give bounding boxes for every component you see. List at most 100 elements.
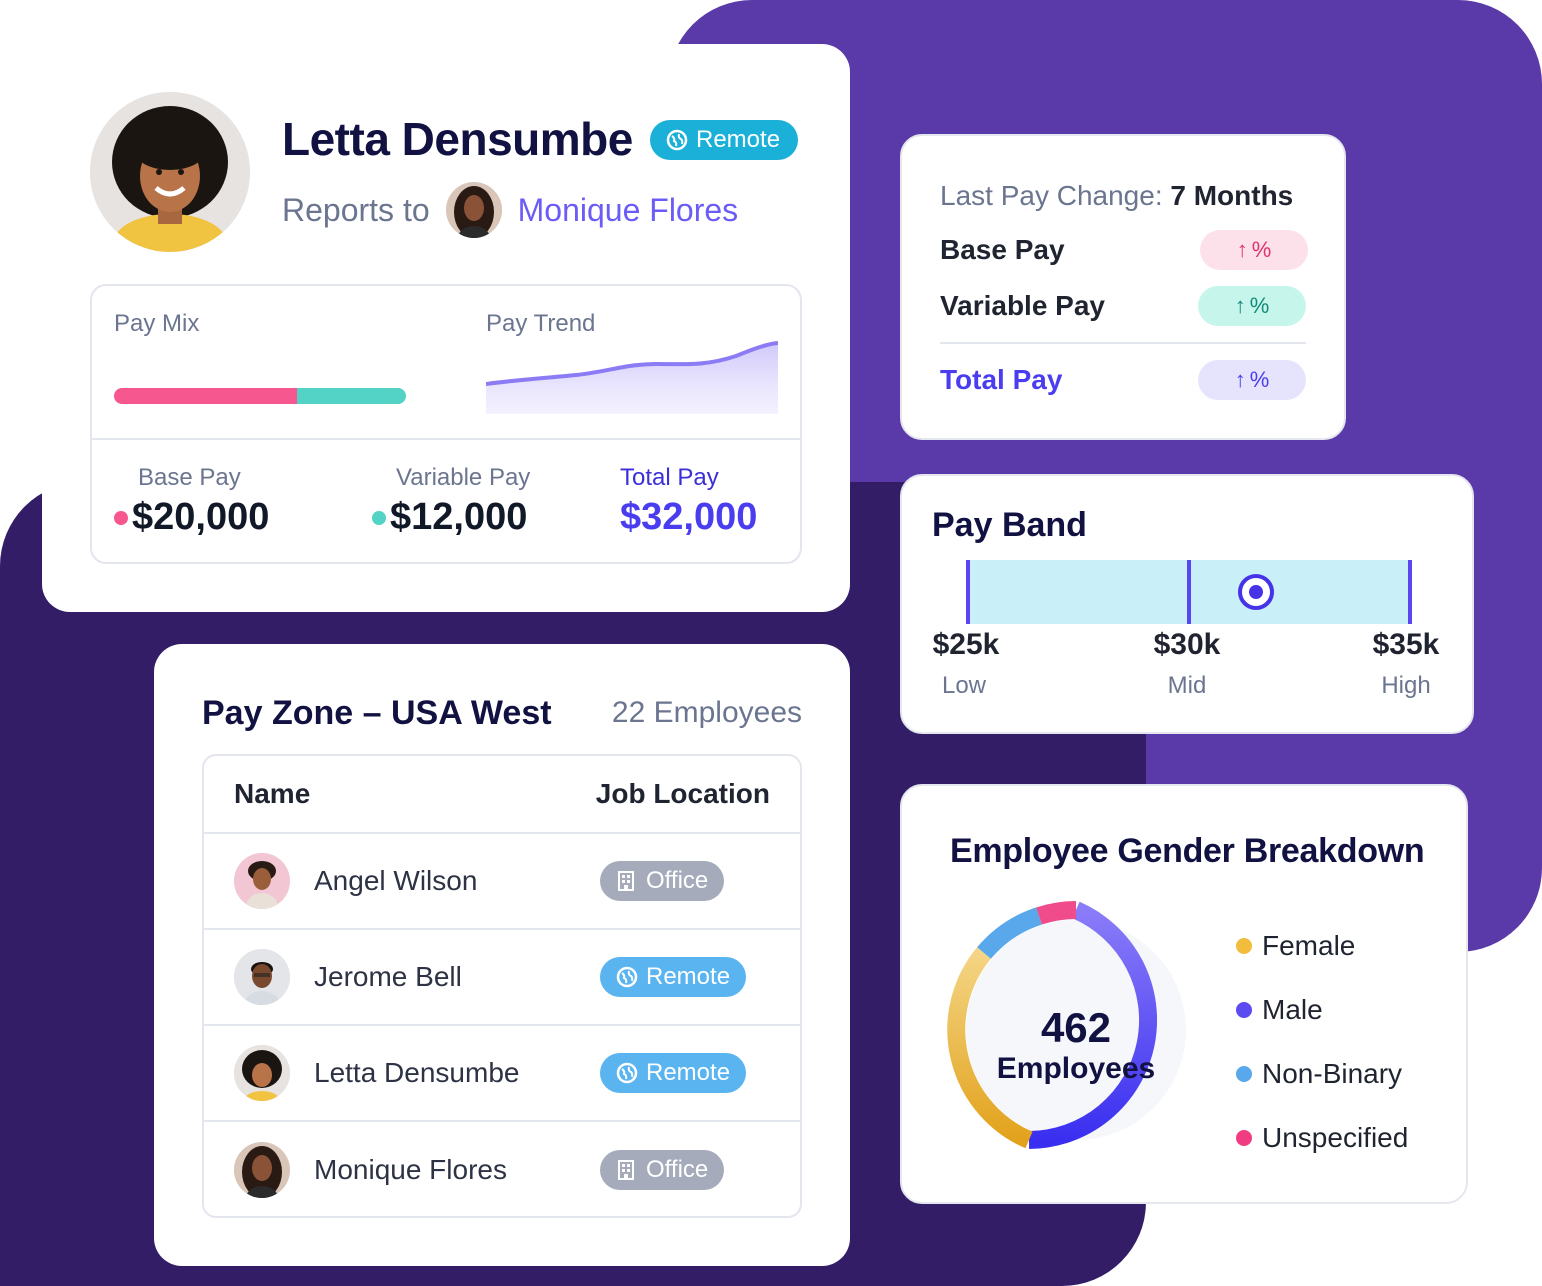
remote-status-badge: Remote xyxy=(650,120,799,160)
legend-dot-non-binary xyxy=(1236,1066,1252,1082)
donut-segment-male xyxy=(1028,901,1158,1149)
arrow-up-icon: ↑ xyxy=(1234,367,1246,392)
building-icon xyxy=(616,870,638,892)
legend-item-non-binary: Non-Binary xyxy=(1236,1042,1408,1106)
total-pay-change-chip: ↑% xyxy=(1198,360,1306,400)
base-pay-label: Base Pay xyxy=(138,464,241,491)
last-pay-change-header: Last Pay Change: 7 Months xyxy=(940,180,1293,212)
pay-mix-variable-segment xyxy=(296,388,406,404)
base-pay-chip-value: % xyxy=(1251,237,1272,262)
avatar xyxy=(234,853,290,909)
pay-band-bar xyxy=(966,560,1412,624)
pay-mix-label: Pay Mix xyxy=(114,310,200,337)
gender-breakdown-title: Employee Gender Breakdown xyxy=(950,832,1425,870)
avatar[interactable] xyxy=(90,92,250,252)
employee-name: Letta Densumbe xyxy=(282,113,633,165)
pay-divider xyxy=(92,438,800,440)
avatar xyxy=(234,1142,290,1198)
table-row[interactable]: Angel Wilson Office xyxy=(204,834,800,930)
employee-name: Jerome Bell xyxy=(314,961,462,992)
pay-zone-card: Pay Zone – USA West 22 Employees Name Jo… xyxy=(154,644,850,1266)
last-pay-change-value: 7 Months xyxy=(1170,180,1294,211)
employee-total: 462 xyxy=(1040,1004,1112,1051)
location-badge-office: Office xyxy=(600,861,725,901)
pay-zone-title: Pay Zone – USA West xyxy=(202,694,552,732)
base-pay-stat: Base Pay $20,000 xyxy=(114,464,269,539)
pay-band-mid-tick xyxy=(1187,560,1191,624)
location-badge-remote: Remote xyxy=(600,1053,747,1093)
table-header: Name Job Location xyxy=(204,756,800,834)
table-row[interactable]: Letta Densumbe Remote xyxy=(204,1026,800,1122)
avatar xyxy=(234,949,290,1005)
base-pay-row-label: Base Pay xyxy=(940,234,1065,265)
reports-to: Reports to Monique Flores xyxy=(282,182,738,238)
pay-zone-employee-count: 22 Employees xyxy=(611,696,802,729)
base-pay-change-chip: ↑% xyxy=(1200,230,1308,270)
pay-band-position-marker xyxy=(1238,574,1274,610)
last-pay-change-label: Last Pay Change: xyxy=(940,180,1163,211)
employee-profile-card: Letta Densumbe Remote Reports to Monique… xyxy=(42,44,850,612)
employee-total-label: Employees xyxy=(996,1052,1156,1085)
reports-to-label: Reports to xyxy=(282,191,430,228)
legend-dot-unspecified xyxy=(1236,1130,1252,1146)
variable-pay-stat: Variable Pay $12,000 xyxy=(372,464,530,539)
legend-label-female: Female xyxy=(1262,930,1356,961)
pay-trend-label: Pay Trend xyxy=(486,310,596,337)
pay-summary-box: Pay Mix Pay Trend Base Pay $20,000 Varia… xyxy=(90,284,802,564)
last-pay-divider xyxy=(940,342,1306,344)
column-header-job-location[interactable]: Job Location xyxy=(595,778,770,809)
total-pay-value: $32,000 xyxy=(620,496,758,538)
pay-band-low-tick xyxy=(966,560,970,624)
donut-center-label: 462 Employees xyxy=(966,918,1186,1138)
pay-band-card: Pay Band $25k Low $30k Mid $35k High xyxy=(900,474,1474,734)
location-badge-remote: Remote xyxy=(600,957,747,997)
arrow-up-icon: ↑ xyxy=(1234,293,1246,318)
table-row[interactable]: Jerome Bell Remote xyxy=(204,930,800,1026)
total-pay-row-label: Total Pay xyxy=(940,364,1063,395)
base-pay-dot xyxy=(114,510,128,525)
variable-pay-dot xyxy=(372,510,386,525)
pay-band-mid-value: $30k xyxy=(1153,628,1221,661)
legend-dot-male xyxy=(1236,1002,1252,1018)
gender-legend: Female Male Non-Binary Unspecified xyxy=(1236,914,1408,1170)
globe-icon xyxy=(616,966,638,988)
pay-band-low-value: $25k xyxy=(932,628,1000,661)
location-label: Office xyxy=(646,867,709,894)
pay-band-low-label: Low xyxy=(941,672,987,699)
legend-label-unspecified: Unspecified xyxy=(1262,1122,1409,1153)
legend-label-non-binary: Non-Binary xyxy=(1262,1058,1403,1089)
arrow-up-icon: ↑ xyxy=(1236,237,1248,262)
variable-pay-row-label: Variable Pay xyxy=(940,290,1106,321)
location-label: Office xyxy=(646,1156,709,1183)
employee-name: Monique Flores xyxy=(314,1154,507,1185)
location-badge-office: Office xyxy=(600,1150,725,1190)
building-icon xyxy=(616,1159,638,1181)
location-label: Remote xyxy=(646,1059,731,1086)
last-pay-change-card: Last Pay Change: 7 Months Base Pay ↑% Va… xyxy=(900,134,1346,440)
avatar xyxy=(234,1045,290,1101)
manager-link[interactable]: Monique Flores xyxy=(517,191,739,228)
pay-trend-sparkline xyxy=(486,341,778,414)
variable-pay-chip-value: % xyxy=(1249,293,1270,318)
donut-segment-unspecified xyxy=(1036,901,1077,925)
column-header-name[interactable]: Name xyxy=(234,778,311,809)
pay-band-mid-label: Mid xyxy=(1167,672,1207,699)
gender-donut-chart xyxy=(947,901,1186,1149)
total-pay-stat: Total Pay $32,000 xyxy=(620,464,757,539)
pay-band-high-value: $35k xyxy=(1372,628,1440,661)
donut-segment-female xyxy=(947,947,1033,1149)
total-pay-chip-value: % xyxy=(1249,367,1270,392)
location-label: Remote xyxy=(646,963,731,990)
manager-avatar[interactable] xyxy=(445,182,502,238)
employee-name: Angel Wilson xyxy=(314,865,478,896)
table-row[interactable]: Monique Flores Office xyxy=(204,1122,800,1216)
legend-item-female: Female xyxy=(1236,914,1408,978)
variable-pay-value: $12,000 xyxy=(390,496,528,538)
pay-mix-base-segment xyxy=(114,388,297,404)
donut-segment-non-binary xyxy=(977,907,1043,959)
employee-table: Name Job Location Angel Wilson Office xyxy=(202,754,802,1218)
variable-pay-change-chip: ↑% xyxy=(1198,286,1306,326)
pay-band-high-tick xyxy=(1408,560,1412,624)
legend-item-unspecified: Unspecified xyxy=(1236,1106,1408,1170)
variable-pay-label: Variable Pay xyxy=(396,464,531,491)
